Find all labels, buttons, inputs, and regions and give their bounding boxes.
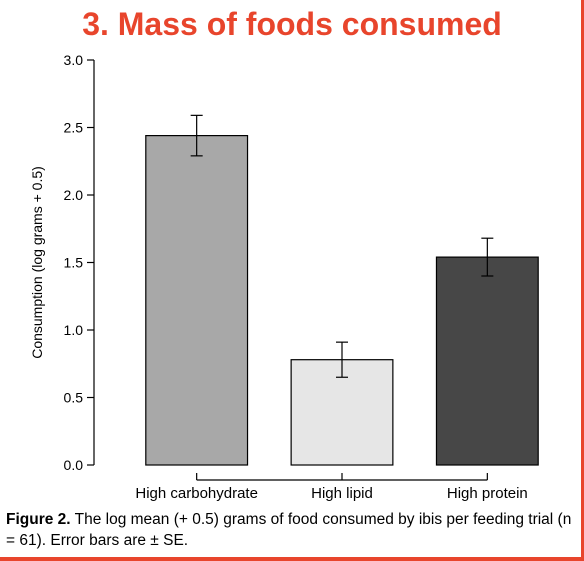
bar xyxy=(145,135,249,466)
y-axis-label: Consumption (log grams + 0.5) xyxy=(29,166,45,359)
y-tick-label: 0.0 xyxy=(64,457,84,473)
bar-chart: 0.0 0.5 1.0 1.5 2.0 2.5 3.0 Consumption (log gr… xyxy=(29,52,539,502)
caption-text: The log mean (+ 0.5) grams of food consu… xyxy=(6,511,572,549)
bar xyxy=(435,256,539,466)
page-title: 3. Mass of foods consumed xyxy=(82,6,502,42)
caption-label: Figure 2. xyxy=(6,511,71,528)
bottom-accent-line xyxy=(0,557,584,561)
x-tick-label: High lipid xyxy=(311,485,373,502)
x-tick-label: High carbohydrate xyxy=(135,485,258,502)
y-tick-label: 2.0 xyxy=(64,187,84,203)
y-tick-label: 1.5 xyxy=(64,255,84,271)
y-tick-label: 1.0 xyxy=(64,322,84,338)
y-tick-label: 2.5 xyxy=(64,120,84,136)
x-tick-label: High protein xyxy=(447,485,528,502)
y-tick-label: 0.5 xyxy=(64,390,84,406)
y-tick-label: 3.0 xyxy=(64,52,84,68)
figure-caption: Figure 2. The log mean (+ 0.5) grams of … xyxy=(6,509,576,551)
right-accent-line xyxy=(581,0,584,561)
